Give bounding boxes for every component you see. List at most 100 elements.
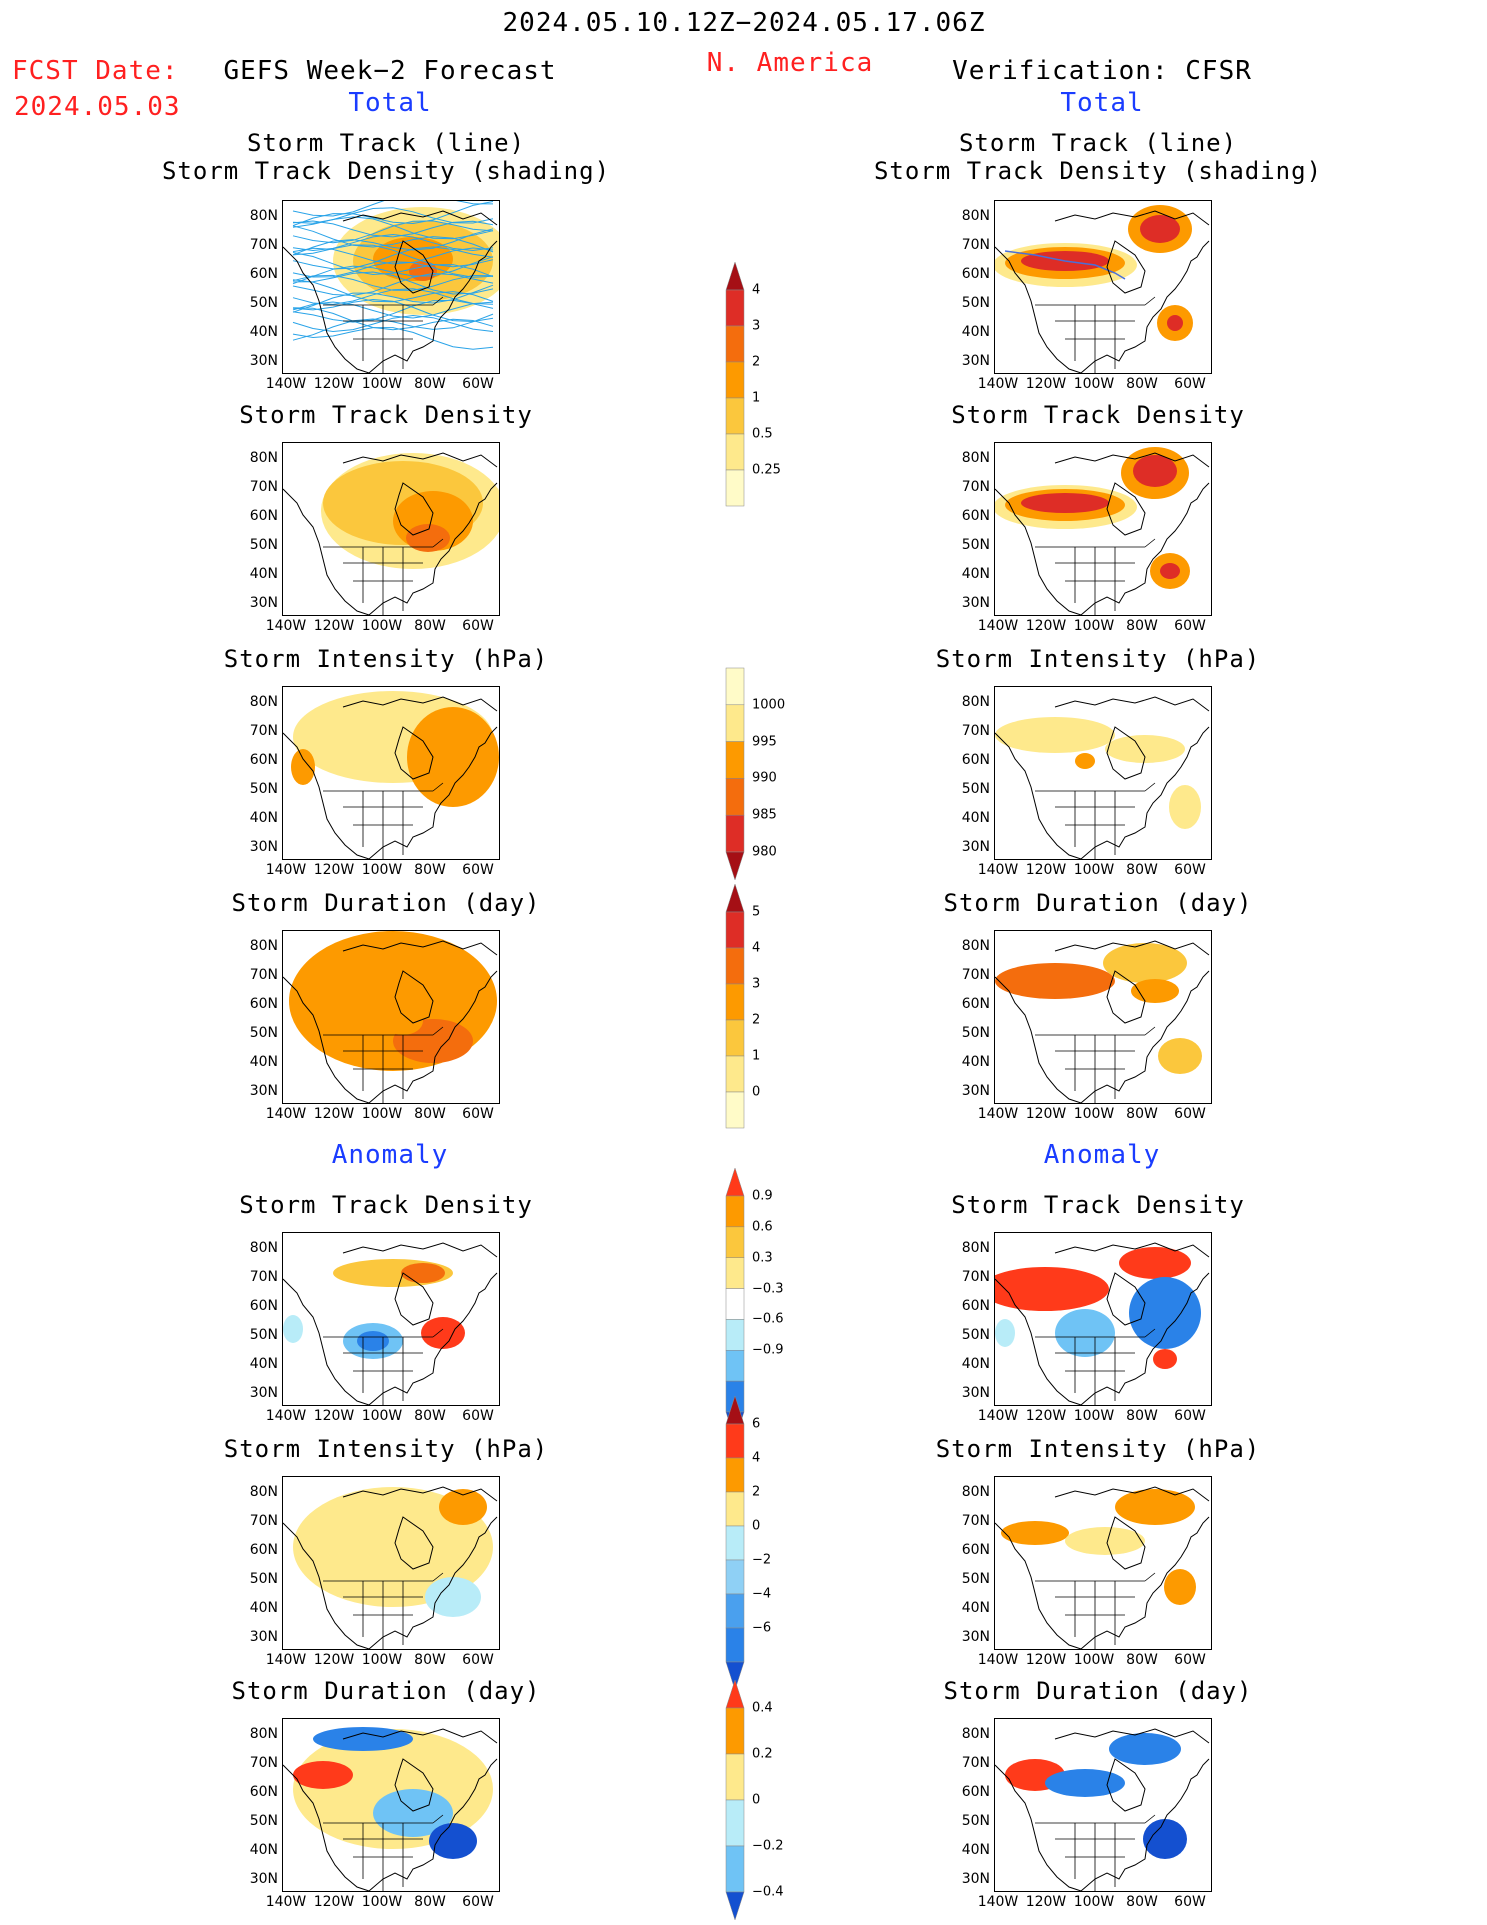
- forecast-density-title-1: Storm Track Density: [239, 401, 533, 429]
- storm-track-line: [1004, 250, 1126, 280]
- latitude-tick-label: 50N: [249, 1813, 278, 1829]
- shading-cell: [357, 1331, 389, 1351]
- latitude-tick-label: 60N: [961, 1784, 990, 1800]
- verification-intensity-title-1: Storm Intensity (hPa): [935, 645, 1261, 673]
- longitude-tick-label: 80W: [414, 376, 446, 392]
- shading-cell: [995, 717, 1115, 753]
- forecast-track-title-1: Storm Track (line): [246, 129, 526, 157]
- coastline: [995, 452, 1210, 615]
- longitude-tick-label: 60W: [462, 862, 494, 878]
- coastline: [283, 1242, 498, 1405]
- longitude-tick-label: 100W: [361, 1652, 403, 1668]
- longitude-tick-label: 100W: [361, 862, 403, 878]
- shading-cell: [293, 1487, 493, 1607]
- longitude-tick-label: 100W: [1073, 1106, 1115, 1122]
- longitude-tick-label: 100W: [361, 1408, 403, 1424]
- latitude-tick-label: 70N: [961, 967, 990, 983]
- verification-duration-map-svg: [995, 940, 1210, 1103]
- longitude-tick-label: 140W: [265, 1408, 307, 1424]
- state-borders: [1035, 1026, 1156, 1103]
- intensity_anom-colorbar: [725, 1396, 745, 1690]
- forecast-track-map: [282, 200, 500, 374]
- shading-cell: [1105, 735, 1185, 763]
- latitude-tick-label: 80N: [961, 450, 990, 466]
- colorbar-label: 1: [752, 390, 761, 406]
- longitude-tick-label: 80W: [1126, 1106, 1158, 1122]
- forecast-intensity_anom-title-1: Storm Intensity (hPa): [223, 1435, 549, 1463]
- latitude-tick-label: 70N: [249, 967, 278, 983]
- latitude-tick-label: 60N: [249, 1298, 278, 1314]
- latitude-tick-label: 60N: [961, 1542, 990, 1558]
- shading-cell: [1158, 1038, 1202, 1074]
- latitude-tick-label: 30N: [249, 839, 278, 855]
- storm-track-line: [292, 299, 494, 323]
- state-borders: [323, 1572, 444, 1649]
- coastline: [995, 1728, 1210, 1891]
- latitude-tick-label: 80N: [961, 208, 990, 224]
- latitude-tick-label: 50N: [961, 537, 990, 553]
- colorbar-swatch: [725, 983, 745, 1021]
- intensity_total-colorbar: [725, 667, 745, 880]
- state-borders: [323, 1026, 444, 1103]
- latitude-tick-label: 70N: [249, 1513, 278, 1529]
- verification-duration_anom-map-svg: [995, 1728, 1210, 1891]
- density_anom-colorbar: [725, 1168, 745, 1440]
- latitude-tick-label: 40N: [249, 1842, 278, 1858]
- colorbar-label: 0.4: [752, 1700, 773, 1716]
- state-borders: [1035, 1572, 1156, 1649]
- latitude-tick-label: 30N: [961, 353, 990, 369]
- verification-density-map-svg: [995, 447, 1210, 615]
- state-borders: [323, 782, 444, 859]
- latitude-tick-label: 80N: [961, 1484, 990, 1500]
- longitude-tick-label: 60W: [1174, 1106, 1206, 1122]
- verification-duration-title-1: Storm Duration (day): [943, 889, 1253, 917]
- colorbar-swatch: [725, 289, 745, 327]
- latitude-tick-label: 50N: [249, 1025, 278, 1041]
- longitude-tick-label: 140W: [977, 1894, 1019, 1910]
- longitude-tick-label: 100W: [361, 1106, 403, 1122]
- period-title: 2024.05.10.12Z−2024.05.17.06Z: [502, 8, 986, 38]
- shading-cell: [1109, 1733, 1181, 1765]
- colorbar-swatch: [725, 947, 745, 985]
- colorbar-swatch: [725, 1491, 745, 1527]
- verification-density_anom-title-1: Storm Track Density: [951, 1191, 1245, 1219]
- latitude-tick-label: 30N: [961, 1083, 990, 1099]
- latitude-tick-label: 40N: [961, 1356, 990, 1372]
- state-borders: [323, 1328, 444, 1405]
- verification-intensity_anom-title-1: Storm Intensity (hPa): [935, 1435, 1261, 1463]
- shading-cell: [1133, 455, 1177, 487]
- verification-track-map-svg: [995, 205, 1210, 373]
- storm-track-line: [292, 216, 494, 240]
- colorbar-label: 0.5: [752, 426, 773, 442]
- shading-cell: [995, 1267, 1109, 1311]
- longitude-tick-label: 140W: [265, 618, 307, 634]
- colorbar-swatch: [725, 741, 745, 779]
- latitude-tick-label: 30N: [961, 1871, 990, 1887]
- longitude-tick-label: 60W: [1174, 1894, 1206, 1910]
- latitude-tick-label: 60N: [961, 996, 990, 1012]
- forecast-duration_anom-map: [282, 1718, 500, 1892]
- colorbar-label: 0.2: [752, 1746, 773, 1762]
- colorbar-swatch: [725, 1226, 745, 1258]
- state-borders: [323, 296, 444, 373]
- forecast-density_anom-title-1: Storm Track Density: [239, 1191, 533, 1219]
- longitude-tick-label: 100W: [361, 376, 403, 392]
- longitude-tick-label: 60W: [1174, 1652, 1206, 1668]
- colorbar-label: −0.9: [752, 1342, 784, 1358]
- colorbar-label: 995: [752, 734, 777, 750]
- longitude-tick-label: 80W: [1126, 376, 1158, 392]
- latitude-tick-label: 80N: [249, 208, 278, 224]
- coastline: [283, 1728, 498, 1891]
- longitude-tick-label: 120W: [313, 862, 355, 878]
- shading-cell: [425, 1577, 481, 1617]
- shading-cell: [383, 1007, 423, 1035]
- shading-cell: [1164, 1569, 1196, 1605]
- right-column-title: Verification: CFSR: [952, 56, 1252, 86]
- latitude-tick-label: 30N: [249, 353, 278, 369]
- left-column-title: GEFS Week−2 Forecast: [223, 56, 557, 86]
- colorbar-swatch: [725, 1680, 745, 1709]
- longitude-tick-label: 80W: [414, 1106, 446, 1122]
- colorbar-label: 4: [752, 282, 761, 298]
- density_total-colorbar: [725, 262, 745, 507]
- latitude-tick-label: 60N: [961, 508, 990, 524]
